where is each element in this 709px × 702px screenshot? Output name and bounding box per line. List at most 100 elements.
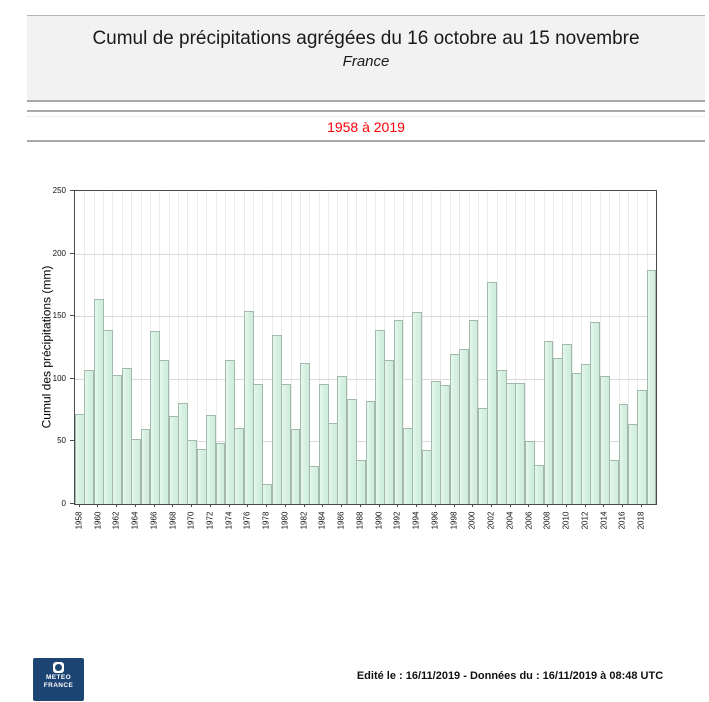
logo-line2: FRANCE <box>43 681 74 689</box>
x-tick <box>341 504 343 507</box>
gridline-vertical <box>337 191 339 504</box>
y-tick <box>70 440 74 442</box>
bar-1968 <box>168 416 179 504</box>
x-tick <box>284 504 286 507</box>
gridline-vertical <box>431 191 433 504</box>
bar-1973 <box>215 442 226 504</box>
bar-2012 <box>581 363 591 504</box>
gridline-vertical <box>609 191 611 504</box>
x-tick-label-1988: 1988 <box>355 511 365 529</box>
gridline-vertical <box>234 191 236 504</box>
bar-1984 <box>318 383 329 504</box>
x-tick-label-2010: 2010 <box>561 511 571 529</box>
gridline-vertical <box>262 191 264 504</box>
x-tick <box>97 504 99 507</box>
edition-timestamp: Edité le : 16/11/2019 - Données du : 16/… <box>356 670 664 682</box>
gridline-vertical <box>515 191 517 504</box>
plot-area <box>74 190 657 505</box>
x-tick <box>78 504 80 507</box>
bar-1959 <box>84 370 95 504</box>
bar-2002 <box>487 282 498 504</box>
bar-1988 <box>356 460 366 504</box>
gridline-vertical <box>599 191 601 504</box>
bar-2010 <box>562 343 573 504</box>
gridline-vertical <box>496 191 498 504</box>
x-tick-label-1968: 1968 <box>167 511 177 529</box>
gridline-vertical <box>328 191 330 504</box>
bar-1999 <box>459 348 470 504</box>
y-tick-label: 200 <box>52 248 66 258</box>
bar-1993 <box>402 427 413 504</box>
bar-1970 <box>187 440 198 504</box>
bar-1971 <box>196 448 207 504</box>
bar-1977 <box>253 383 263 504</box>
gridline-vertical <box>187 191 189 504</box>
x-tick-label-1976: 1976 <box>242 511 252 529</box>
y-tick <box>70 315 74 317</box>
gridline-vertical <box>121 191 123 504</box>
gridline-vertical <box>309 191 311 504</box>
bar-1975 <box>234 427 245 504</box>
x-tick <box>209 504 211 507</box>
x-tick-label-1996: 1996 <box>430 511 440 529</box>
x-tick <box>416 504 418 507</box>
y-tick-label: 100 <box>52 373 66 383</box>
gridline-vertical <box>281 191 283 504</box>
x-tick <box>322 504 324 507</box>
bar-1998 <box>449 353 460 504</box>
bar-1982 <box>299 362 310 504</box>
gridline-vertical <box>215 191 217 504</box>
x-tick <box>172 504 174 507</box>
gridline-vertical <box>290 191 292 504</box>
bar-1981 <box>290 428 301 504</box>
x-tick <box>491 504 492 507</box>
gridline-vertical <box>299 191 301 504</box>
header-strip: Cumul de précipitations agrégées du 16 o… <box>27 15 705 102</box>
x-tick <box>116 504 118 507</box>
x-tick-label-1978: 1978 <box>261 511 271 529</box>
x-tick <box>640 504 642 507</box>
gridline-vertical <box>356 191 358 504</box>
gridline-vertical <box>421 191 423 504</box>
x-tick-label-2004: 2004 <box>505 511 515 529</box>
gridline-vertical <box>365 191 367 504</box>
bar-2009 <box>552 357 563 504</box>
gridline-horizontal <box>75 253 656 255</box>
gridline-vertical <box>84 191 86 504</box>
bar-1960 <box>93 298 104 504</box>
y-axis-title: Cumul des précipitations (mm) <box>39 265 53 428</box>
x-tick <box>228 504 230 507</box>
x-tick-label-2016: 2016 <box>617 511 627 529</box>
y-tick-label: 50 <box>57 436 66 446</box>
gridline-vertical <box>449 191 451 504</box>
page-title: Cumul de précipitations agrégées du 16 o… <box>92 28 640 49</box>
gridline-vertical <box>196 191 198 504</box>
x-tick <box>153 504 155 507</box>
bar-1976 <box>243 311 254 504</box>
x-tick-label-1958: 1958 <box>74 511 84 529</box>
gridline-vertical <box>178 191 180 504</box>
x-tick-label-2012: 2012 <box>580 511 590 529</box>
x-tick-label-1982: 1982 <box>299 511 309 529</box>
bar-1987 <box>346 398 357 504</box>
x-tick <box>547 504 549 507</box>
logo-line1: METEO <box>45 674 72 681</box>
gridline-vertical <box>140 191 142 504</box>
bar-1963 <box>121 367 132 504</box>
x-tick-label-1980: 1980 <box>280 511 290 529</box>
gridline-vertical <box>506 191 508 504</box>
gridline-vertical <box>534 191 536 504</box>
bar-1986 <box>337 376 348 504</box>
y-tick-label: 0 <box>61 499 66 508</box>
gridline-vertical <box>581 191 583 504</box>
x-tick <box>266 504 268 507</box>
x-tick-label-1990: 1990 <box>374 511 384 529</box>
bar-1991 <box>384 360 395 504</box>
bar-1978 <box>262 483 273 504</box>
gridline-vertical <box>524 191 526 504</box>
bar-2006 <box>524 441 535 504</box>
y-tick-label: 150 <box>52 311 66 321</box>
gridline-horizontal <box>75 316 656 318</box>
bar-1979 <box>271 334 282 504</box>
